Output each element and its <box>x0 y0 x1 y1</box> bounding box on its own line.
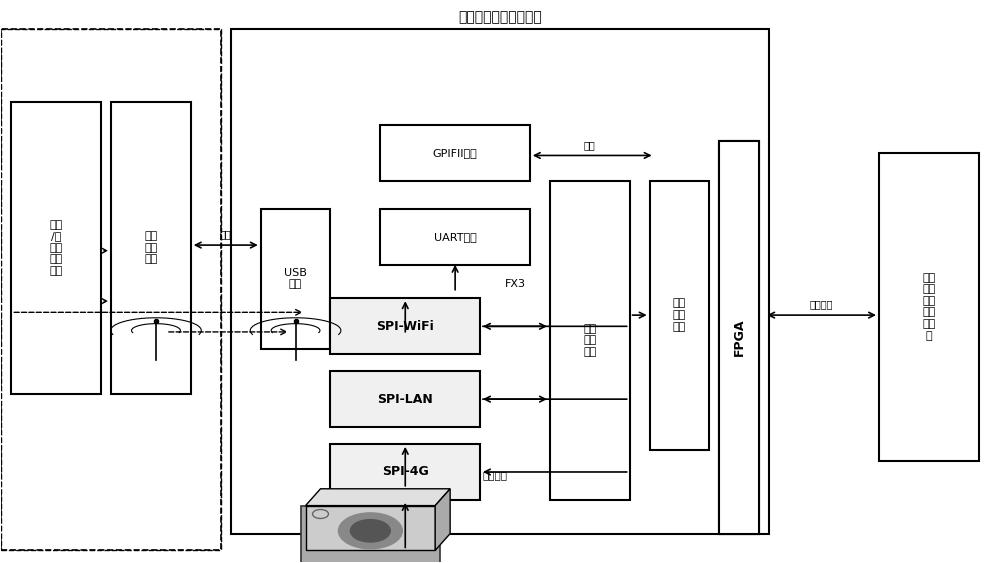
Text: 读写: 读写 <box>584 140 596 150</box>
Text: 信号
发生
与接
收处
理装
置: 信号 发生 与接 收处 理装 置 <box>922 272 935 341</box>
Text: 系统总线: 系统总线 <box>809 300 833 310</box>
FancyBboxPatch shape <box>719 141 759 534</box>
FancyBboxPatch shape <box>111 102 191 394</box>
FancyBboxPatch shape <box>380 124 530 181</box>
FancyBboxPatch shape <box>550 181 630 500</box>
Circle shape <box>350 520 390 542</box>
Text: 驱动
服务
程序: 驱动 服务 程序 <box>144 231 158 265</box>
FancyBboxPatch shape <box>1 29 221 551</box>
FancyBboxPatch shape <box>330 444 480 500</box>
Text: 信道
数据
解析: 信道 数据 解析 <box>583 324 596 357</box>
FancyBboxPatch shape <box>11 102 101 394</box>
FancyBboxPatch shape <box>719 141 759 534</box>
Polygon shape <box>306 506 435 551</box>
Text: 本地
/云
服务
应用
程序: 本地 /云 服务 应用 程序 <box>50 220 63 276</box>
Text: FPGA: FPGA <box>733 319 746 356</box>
Text: 内部
总线
逻辑: 内部 总线 逻辑 <box>673 298 686 332</box>
Text: 接口控制与数字处理板: 接口控制与数字处理板 <box>458 10 542 24</box>
FancyBboxPatch shape <box>879 153 979 461</box>
FancyBboxPatch shape <box>261 209 330 348</box>
Text: GPIFII接口: GPIFII接口 <box>433 148 478 158</box>
Text: 读写: 读写 <box>220 230 232 239</box>
Text: SPI-LAN: SPI-LAN <box>377 392 433 406</box>
Text: FPGA: FPGA <box>733 319 746 356</box>
Text: 信道接口: 信道接口 <box>483 470 508 480</box>
Text: SPI-4G: SPI-4G <box>382 466 429 479</box>
Text: F
P
G
A: F P G A <box>735 315 744 360</box>
Polygon shape <box>301 506 440 563</box>
Text: FX3: FX3 <box>504 279 525 289</box>
Text: SPI-WiFi: SPI-WiFi <box>376 320 434 333</box>
Polygon shape <box>306 489 450 506</box>
Text: USB
接口: USB 接口 <box>284 268 307 289</box>
FancyBboxPatch shape <box>330 298 480 354</box>
FancyBboxPatch shape <box>380 209 530 265</box>
FancyBboxPatch shape <box>330 371 480 427</box>
FancyBboxPatch shape <box>650 181 709 450</box>
Circle shape <box>338 513 402 549</box>
Polygon shape <box>435 489 450 551</box>
Text: UART接口: UART接口 <box>434 232 477 242</box>
FancyBboxPatch shape <box>231 29 769 534</box>
